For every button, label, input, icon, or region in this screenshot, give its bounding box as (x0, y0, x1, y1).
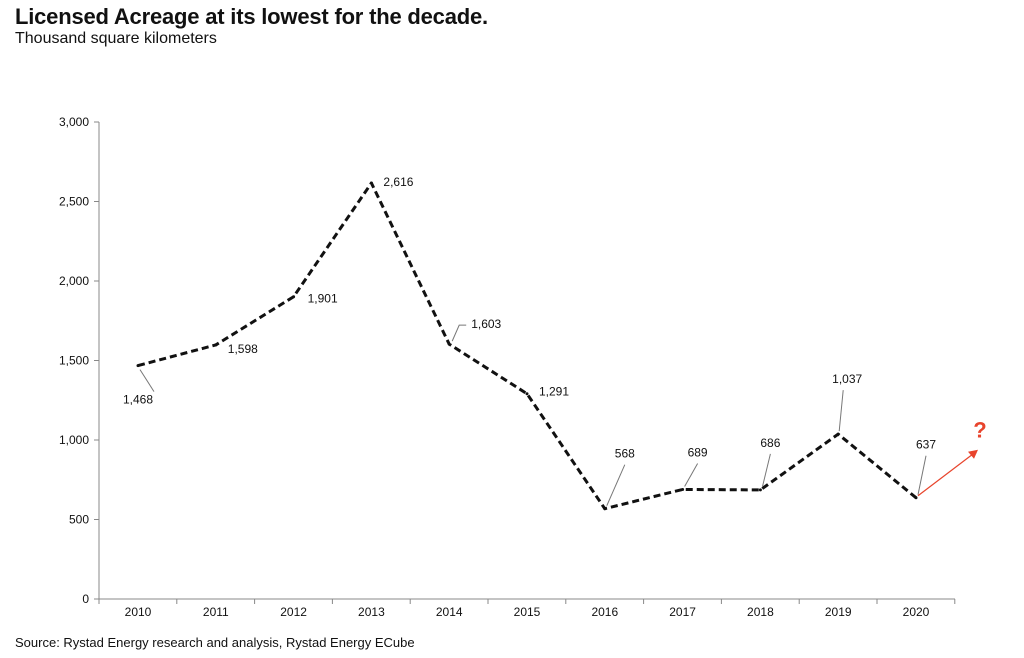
data-point (681, 487, 685, 491)
data-labels: 1,468 1,598 1,901 2,616 1,603 1,291 568 689 686 1… (123, 175, 936, 461)
y-tick-label: 1,000 (59, 433, 89, 447)
data-point (758, 488, 762, 492)
chart-subtitle: Thousand square kilometers (15, 30, 217, 47)
x-tick-label: 2011 (203, 605, 229, 619)
source-note: Source: Rystad Energy research and analy… (15, 635, 415, 650)
x-tick-label: 2015 (514, 605, 541, 619)
data-point (292, 295, 296, 299)
data-label: 1,468 (123, 393, 153, 407)
chart-title: Licensed Acreage at its lowest for the d… (15, 4, 488, 29)
axes (98, 122, 955, 600)
y-tick-label: 0 (82, 592, 89, 606)
x-tick-label: 2013 (358, 605, 385, 619)
label-leader-line (838, 390, 844, 432)
data-point (525, 392, 529, 396)
data-label: 1,603 (471, 317, 501, 331)
data-point (447, 342, 451, 346)
series-line (136, 181, 918, 511)
forecast-arrow-head (968, 449, 978, 459)
data-label: 1,037 (832, 372, 862, 386)
data-label: 2,616 (383, 175, 413, 189)
y-axis-ticks: 0 500 1,000 1,500 2,000 2,500 3,000 (59, 115, 99, 606)
forecast-annotation: ? (917, 418, 987, 497)
question-mark: ? (973, 418, 986, 443)
x-tick-label: 2012 (280, 605, 307, 619)
y-tick-label: 500 (69, 513, 89, 527)
label-leader-line (451, 324, 467, 342)
label-leader-line (917, 455, 927, 495)
data-point (214, 343, 218, 347)
data-label: 1,901 (308, 292, 338, 306)
data-point (369, 181, 373, 185)
data-label: 686 (760, 436, 780, 450)
forecast-arrow-line (917, 454, 973, 497)
x-tick-label: 2020 (903, 605, 930, 619)
y-tick-label: 1,500 (59, 354, 89, 368)
x-tick-label: 2019 (825, 605, 852, 619)
x-tick-label: 2010 (125, 605, 152, 619)
x-tick-label: 2017 (669, 605, 696, 619)
y-tick-label: 3,000 (59, 115, 89, 129)
label-leader-line (606, 464, 626, 506)
data-label: 568 (615, 447, 635, 461)
data-point (914, 496, 918, 500)
data-point (603, 507, 607, 511)
data-label: 1,291 (539, 385, 569, 399)
x-tick-label: 2016 (591, 605, 618, 619)
label-leaders (139, 324, 927, 506)
x-tick-label: 2014 (436, 605, 463, 619)
y-tick-label: 2,500 (59, 195, 89, 209)
data-label: 689 (688, 445, 708, 459)
label-leader-line (139, 369, 155, 392)
label-leader-line (684, 463, 699, 487)
data-label: 637 (916, 438, 936, 452)
x-axis-ticks: 2010 2011 2012 2013 2014 2015 2016 2017 2018 2019… (98, 599, 956, 619)
data-point (836, 432, 840, 436)
data-point (136, 364, 140, 368)
x-tick-label: 2018 (747, 605, 774, 619)
data-label: 1,598 (228, 342, 258, 356)
label-leader-line (761, 453, 771, 488)
y-tick-label: 2,000 (59, 274, 89, 288)
